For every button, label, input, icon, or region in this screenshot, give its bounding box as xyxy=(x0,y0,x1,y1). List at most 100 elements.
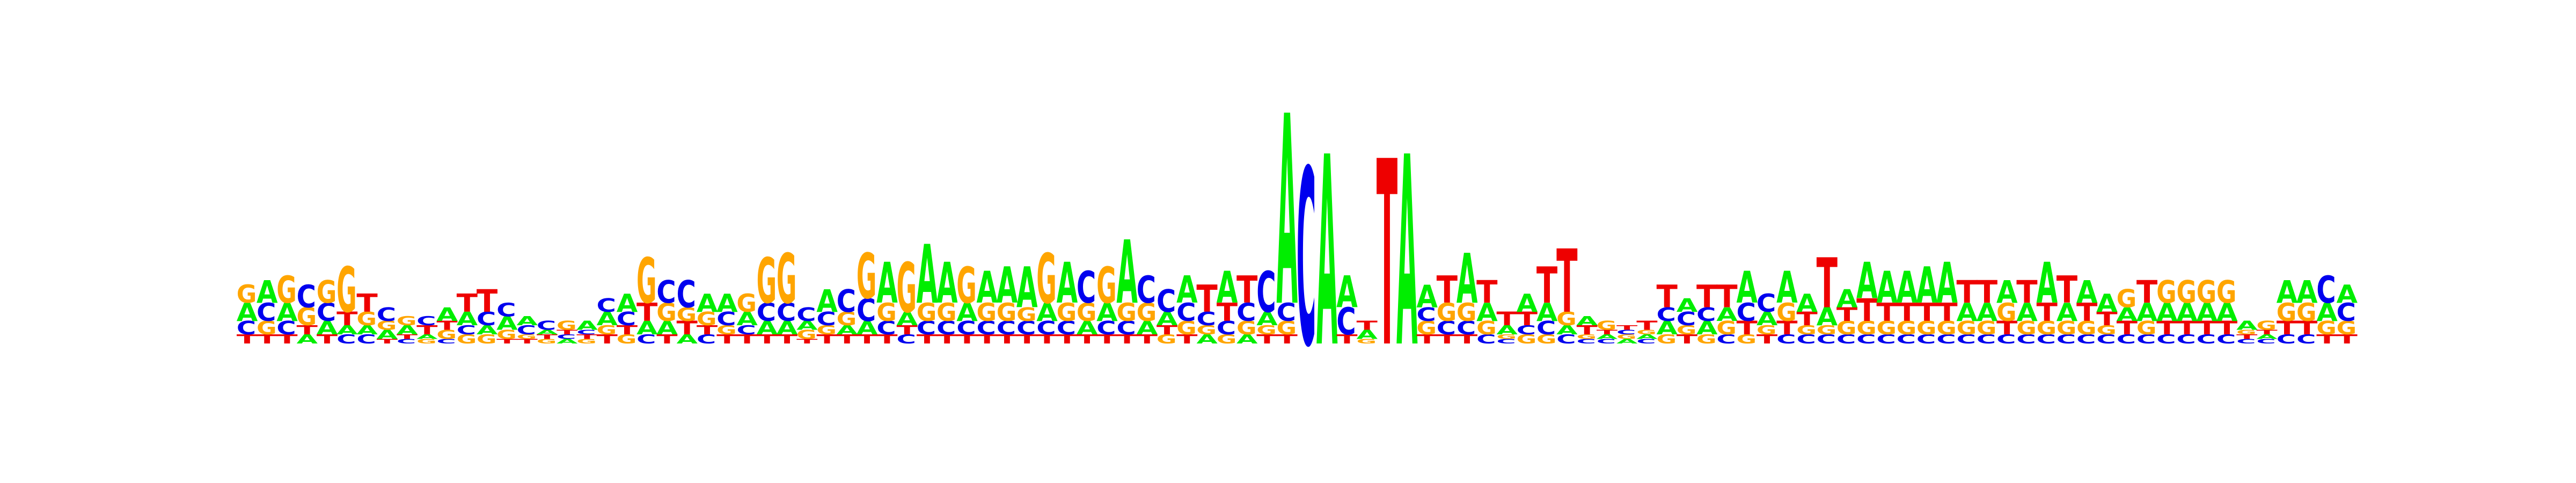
logo-letter-a: A xyxy=(1476,298,1498,327)
logo-letter-a: A xyxy=(416,333,438,340)
logo-letter-t: T xyxy=(597,332,618,347)
logo-stacks: TCAGTGCATCAGATGCTACGCATGCAGTTAGCCTAGGATC… xyxy=(237,61,2358,405)
logo-letter-g: G xyxy=(2016,317,2037,339)
logo-letter-c: C xyxy=(1016,318,1036,339)
logo-letter-c: C xyxy=(2096,332,2116,347)
logo-letter-a: A xyxy=(1357,328,1378,342)
logo-letter-g: G xyxy=(1836,317,1857,339)
logo-letter-a: A xyxy=(1597,333,1618,340)
logo-letter-c: C xyxy=(1616,329,1636,336)
logo-letter-g: G xyxy=(1556,308,1577,330)
logo-letter-a: A xyxy=(1217,262,1238,313)
logo-letter-a: A xyxy=(1716,304,1738,326)
logo-letter-t: T xyxy=(2236,333,2258,341)
logo-letter-c: C xyxy=(1057,318,1076,339)
logo-letter-t: T xyxy=(1737,318,1758,339)
logo-letter-t: T xyxy=(896,323,917,338)
logo-letter-t: T xyxy=(336,309,358,330)
logo-letter-a: A xyxy=(1077,317,1098,339)
logo-letter-g: G xyxy=(477,332,497,346)
logo-letter-t: T xyxy=(1716,278,1738,314)
logo-letter-t: T xyxy=(1677,332,1697,347)
logo-letter-a: A xyxy=(2176,298,2198,327)
logo-letter-t: T xyxy=(1217,298,1238,327)
logo-letter-t: T xyxy=(2136,274,2158,310)
logo-letter-t: T xyxy=(1936,298,1958,327)
logo-letter-a: A xyxy=(1116,223,1138,324)
logo-letter-t: T xyxy=(1657,278,1678,314)
logo-letter-a: A xyxy=(1836,285,1858,313)
logo-letter-g: G xyxy=(317,275,337,310)
logo-letter-t: T xyxy=(1776,318,1798,339)
logo-letter-c: C xyxy=(936,318,956,339)
logo-letter-g: G xyxy=(1137,298,1157,327)
logo-letter-a: A xyxy=(656,317,678,339)
logo-letter-g: G xyxy=(837,308,857,330)
logo-letter-c: C xyxy=(356,332,376,347)
logo-letter-c: C xyxy=(2256,338,2275,345)
logo-letter-a: A xyxy=(2076,274,2098,310)
logo-letter-a: A xyxy=(557,338,578,345)
logo-letter-g: G xyxy=(1517,332,1537,346)
logo-letter-g: G xyxy=(397,314,417,328)
logo-letter-a: A xyxy=(237,298,258,327)
logo-letter-g: G xyxy=(2277,298,2297,327)
logo-letter-g: G xyxy=(597,323,617,337)
logo-letter-a: A xyxy=(2296,274,2318,310)
logo-letter-c: C xyxy=(617,309,636,330)
logo-letter-g: G xyxy=(2316,317,2337,339)
logo-letter-t: T xyxy=(1196,278,1218,321)
logo-letter-c: C xyxy=(2236,338,2256,345)
logo-letter-g: G xyxy=(1916,317,1937,339)
logo-letter-t: T xyxy=(1556,231,1577,332)
logo-letter-t: T xyxy=(636,298,658,327)
logo-letter-g: G xyxy=(1077,298,1097,327)
logo-letter-t: T xyxy=(1836,304,1858,325)
logo-letter-a: A xyxy=(1457,239,1478,319)
logo-letter-t: T xyxy=(796,338,818,345)
logo-letter-a: A xyxy=(1057,252,1078,317)
logo-letter-g: G xyxy=(2236,328,2257,335)
logo-letter-c: C xyxy=(796,304,816,325)
logo-letter-c: C xyxy=(1876,332,1896,347)
logo-letter-c: C xyxy=(697,332,716,347)
logo-letter-t: T xyxy=(977,332,998,347)
logo-letter-c: C xyxy=(2296,332,2316,347)
logo-letter-t: T xyxy=(1817,244,1838,324)
logo-letter-g: G xyxy=(1856,317,1877,339)
logo-letter-g: G xyxy=(1996,298,2017,327)
logo-letter-c: C xyxy=(436,338,456,345)
logo-letter-c: C xyxy=(1437,318,1456,339)
logo-letter-c: C xyxy=(317,298,336,327)
logo-letter-g: G xyxy=(1776,298,1797,327)
logo-letter-a: A xyxy=(1677,295,1698,317)
logo-letter-a: A xyxy=(1576,314,1598,328)
logo-letter-g: G xyxy=(857,240,877,313)
logo-letter-a: A xyxy=(697,289,718,318)
logo-letter-t: T xyxy=(1956,274,1978,310)
logo-letter-g: G xyxy=(377,318,397,333)
logo-letter-c: C xyxy=(1137,269,1156,312)
logo-letter-t: T xyxy=(1357,319,1378,333)
logo-letter-c: C xyxy=(837,283,856,319)
logo-letter-g: G xyxy=(1876,317,1897,339)
logo-letter-c: C xyxy=(857,292,876,328)
logo-letter-t: T xyxy=(2096,309,2118,330)
logo-letter-c: C xyxy=(2277,332,2296,347)
logo-letter-t: T xyxy=(2156,318,2178,339)
logo-letter-a: A xyxy=(2216,298,2238,327)
logo-letter-t: T xyxy=(876,332,897,347)
logo-letter-c: C xyxy=(997,318,1016,339)
logo-letter-c: C xyxy=(1556,332,1576,347)
logo-letter-g: G xyxy=(1196,323,1217,337)
logo-letter-g: G xyxy=(1437,298,1457,327)
logo-letter-g: G xyxy=(2037,317,2057,339)
logo-letter-c: C xyxy=(977,318,996,339)
logo-letter-t: T xyxy=(1236,269,1258,312)
logo-letter-t: T xyxy=(1437,332,1458,347)
logo-letter-c: C xyxy=(2197,332,2216,347)
logo-letter-a: A xyxy=(356,323,378,338)
logo-letter-c: C xyxy=(2076,332,2096,347)
logo-letter-a: A xyxy=(1556,323,1578,338)
logo-letter-c: C xyxy=(1956,332,1975,347)
